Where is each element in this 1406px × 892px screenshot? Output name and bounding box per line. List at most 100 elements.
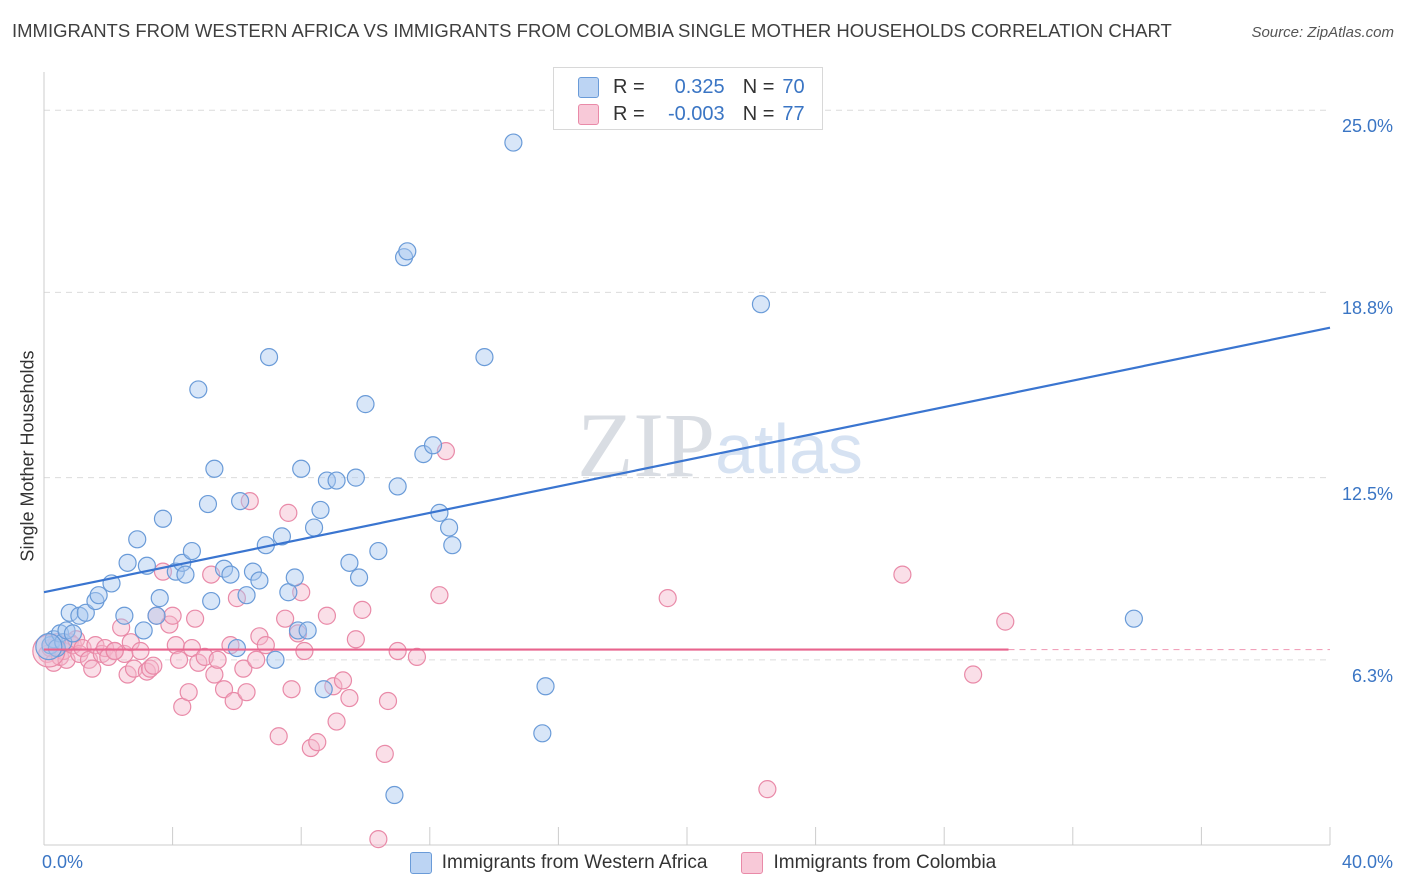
western-africa-point xyxy=(128,530,147,549)
colombia-point xyxy=(430,586,449,605)
western-africa-point xyxy=(311,500,330,520)
western-africa-point xyxy=(272,527,292,546)
western-africa-point xyxy=(317,471,337,490)
western-africa-point xyxy=(35,633,63,661)
colombia-point xyxy=(186,609,205,628)
colombia-point xyxy=(237,683,256,702)
western-africa-point xyxy=(147,606,166,625)
western-africa-point xyxy=(398,242,417,261)
r-label: R = xyxy=(613,75,645,98)
legend-label: Immigrants from Western Africa xyxy=(441,852,708,873)
colombia-point xyxy=(205,665,224,684)
grid-layer xyxy=(44,109,1330,661)
colombia-point xyxy=(295,641,314,661)
y-tick-label: 6.3% xyxy=(1351,665,1393,686)
western-africa-legend-swatch xyxy=(409,852,432,874)
legend-item-colombia: Immigrants from Colombia xyxy=(741,852,996,874)
western-africa-point xyxy=(304,518,324,537)
western-africa-point xyxy=(115,606,134,625)
western-africa-point xyxy=(285,568,304,587)
western-africa-point xyxy=(439,518,459,537)
western-africa-point xyxy=(198,494,218,514)
colombia-point xyxy=(276,609,295,628)
colombia-point xyxy=(208,650,227,669)
colombia-point xyxy=(308,733,327,752)
western-africa-point xyxy=(118,553,137,572)
western-africa-trend-line xyxy=(43,326,1331,594)
western-africa-point xyxy=(1124,609,1143,628)
colombia-point xyxy=(353,600,372,619)
colombia-point xyxy=(375,744,394,763)
chart-source: Source: ZipAtlas.com xyxy=(1251,24,1394,41)
colombia-point xyxy=(658,589,677,608)
colombia-point xyxy=(317,606,337,625)
y-axis-title: Single Mother Households xyxy=(17,350,38,562)
western-africa-point xyxy=(475,347,494,367)
legend-label: Immigrants from Colombia xyxy=(773,852,997,873)
colombia-point xyxy=(112,618,131,637)
r-label: R = xyxy=(613,102,645,125)
colombia-point xyxy=(247,650,266,669)
western-africa-point xyxy=(751,295,771,314)
western-africa-point xyxy=(202,591,221,611)
colombia-points xyxy=(32,442,1015,849)
stats-row-colombia: R = -0.003 N = 77 xyxy=(578,101,805,127)
r-value: 0.325 xyxy=(674,75,725,98)
n-value: 70 xyxy=(782,75,805,98)
western-africa-point xyxy=(150,589,169,608)
western-africa-point xyxy=(385,785,404,805)
western-africa-point xyxy=(205,459,224,478)
colombia-point xyxy=(279,503,298,522)
colombia-point xyxy=(166,636,185,655)
colombia-point xyxy=(407,647,427,666)
western-africa-swatch xyxy=(578,76,599,98)
western-africa-point xyxy=(237,586,256,605)
stats-legend: R = 0.325 N = 70 R = -0.003 N = 77 xyxy=(553,67,823,130)
western-africa-point xyxy=(221,565,240,584)
n-value: 77 xyxy=(782,102,805,125)
colombia-point xyxy=(214,680,234,699)
western-africa-point xyxy=(259,347,279,367)
colombia-point xyxy=(144,656,163,675)
western-africa-point xyxy=(292,459,311,478)
western-africa-point xyxy=(356,395,375,414)
watermark: ZIPatlas xyxy=(577,394,863,496)
western-africa-point xyxy=(327,471,346,490)
bottom-legend: Immigrants from Western Africa Immigrant… xyxy=(0,852,1406,874)
colombia-point xyxy=(224,691,243,711)
western-africa-point xyxy=(536,677,555,696)
trend-layer xyxy=(43,326,1331,651)
y-tick-label: 12.5% xyxy=(1341,483,1393,504)
colombia-point xyxy=(964,665,983,684)
colombia-point xyxy=(140,659,160,678)
colombia-point xyxy=(282,680,301,699)
y-tick-label: 25.0% xyxy=(1341,116,1393,137)
western-africa-point xyxy=(504,133,523,152)
western-africa-point xyxy=(346,468,365,487)
western-africa-point xyxy=(153,509,173,528)
colombia-point xyxy=(269,727,288,746)
western-africa-point xyxy=(63,624,83,643)
colombia-point xyxy=(131,641,150,661)
colombia-point xyxy=(340,688,359,708)
colombia-point xyxy=(327,712,346,731)
colombia-point xyxy=(234,659,253,678)
colombia-point xyxy=(378,691,398,711)
chart-title: IMMIGRANTS FROM WESTERN AFRICA VS IMMIGR… xyxy=(12,20,1172,41)
n-label: N = xyxy=(742,75,775,98)
western-africa-point xyxy=(349,568,369,587)
western-africa-point xyxy=(227,638,246,658)
western-africa-points xyxy=(35,133,1143,805)
western-africa-point xyxy=(288,621,308,640)
legend-item-western-africa: Immigrants from Western Africa xyxy=(409,852,708,874)
colombia-point xyxy=(388,641,407,661)
colombia-point xyxy=(169,650,189,669)
x-tick-label: 40.0% xyxy=(1341,852,1393,872)
colombia-point xyxy=(996,612,1015,631)
colombia-point xyxy=(758,780,777,799)
western-africa-point xyxy=(134,621,153,640)
n-label: N = xyxy=(742,102,775,125)
axis-layer xyxy=(43,72,1331,846)
colombia-point xyxy=(163,606,182,625)
